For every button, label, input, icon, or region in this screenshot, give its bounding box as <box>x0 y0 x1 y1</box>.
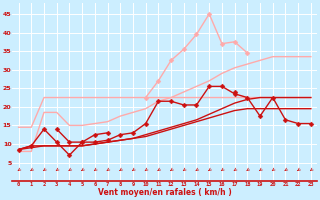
X-axis label: Vent moyen/en rafales ( km/h ): Vent moyen/en rafales ( km/h ) <box>98 188 232 197</box>
